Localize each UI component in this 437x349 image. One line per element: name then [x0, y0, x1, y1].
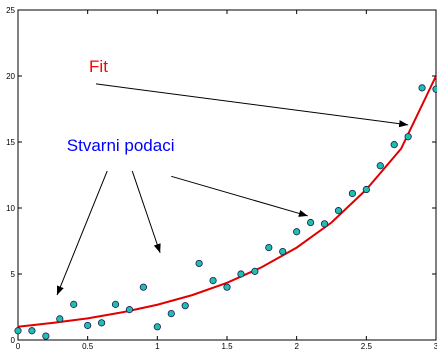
- data-point: [14, 327, 22, 335]
- x-tick-label: 1: [155, 342, 160, 349]
- data-point: [28, 327, 36, 335]
- data-point: [306, 218, 315, 227]
- y-tick-label: 5: [11, 270, 16, 279]
- data-point: [209, 276, 217, 285]
- data-point: [237, 270, 245, 278]
- x-tick-label: 0: [16, 342, 21, 349]
- fit-label: Fit: [89, 57, 108, 76]
- data-point: [42, 332, 50, 340]
- x-tick-label: 0.5: [82, 342, 94, 349]
- data-point: [376, 162, 384, 170]
- data-point: [265, 244, 273, 252]
- annotations: Fit Stvarni podaci: [56, 57, 409, 296]
- axes: 0 0.5 1 1.5 2 2.5 3 0 5 10 15 20 25: [6, 6, 437, 349]
- data-point: [167, 309, 175, 318]
- x-tick-label: 2.5: [361, 342, 373, 349]
- data-point: [404, 133, 412, 141]
- y-tick-label: 15: [6, 138, 15, 147]
- data-point: [181, 302, 189, 310]
- data-points: [14, 84, 437, 340]
- data-point: [432, 85, 437, 93]
- data-point: [362, 185, 370, 194]
- data-point: [418, 84, 426, 92]
- annotation-arrow: [95, 83, 409, 128]
- data-label: Stvarni podaci: [67, 136, 175, 155]
- y-tick-label: 20: [6, 72, 15, 81]
- data-point: [111, 300, 120, 308]
- data-point: [293, 228, 301, 236]
- data-point: [195, 259, 203, 268]
- data-point: [279, 247, 287, 256]
- x-tick-label: 3: [434, 342, 437, 349]
- data-point: [139, 283, 147, 291]
- y-tick-label: 10: [6, 204, 15, 213]
- annotation-arrow: [56, 170, 108, 296]
- y-tick-label: 25: [6, 6, 15, 15]
- data-point: [84, 321, 92, 330]
- data-point: [348, 189, 356, 198]
- data-point: [70, 300, 78, 308]
- annotation-arrow: [131, 170, 161, 254]
- data-point: [125, 306, 134, 314]
- data-point: [390, 141, 398, 149]
- data-point: [320, 220, 329, 228]
- annotation-arrow: [171, 175, 308, 217]
- data-point: [98, 319, 106, 327]
- data-point: [251, 267, 259, 275]
- data-point: [153, 323, 161, 331]
- data-point: [56, 315, 64, 323]
- x-tick-label: 2: [294, 342, 299, 349]
- data-point: [334, 207, 343, 215]
- y-tick-label: 0: [11, 336, 16, 345]
- data-point: [223, 283, 231, 291]
- x-tick-label: 1.5: [221, 342, 233, 349]
